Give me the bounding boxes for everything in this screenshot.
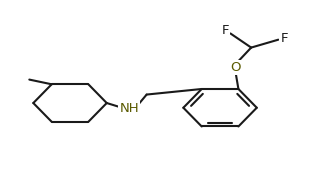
Text: O: O [230,61,241,74]
Text: F: F [222,24,229,37]
Text: F: F [280,32,288,45]
Text: NH: NH [119,102,139,115]
